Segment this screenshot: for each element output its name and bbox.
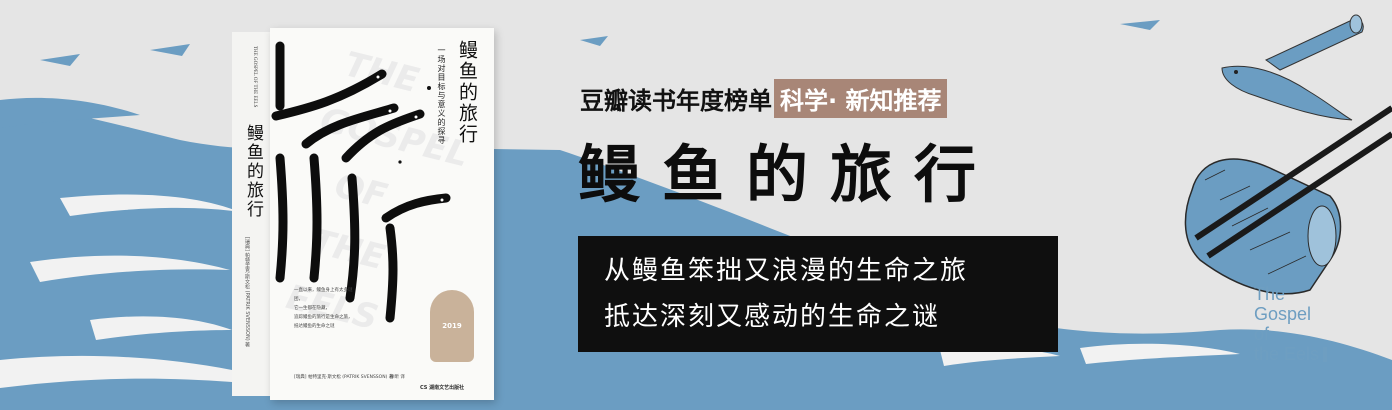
eel-illustration-icon bbox=[1221, 14, 1364, 121]
english-title-line: of bbox=[1254, 324, 1270, 344]
tagline-highlight: 科学· 新知推荐 bbox=[774, 78, 948, 118]
cover-intro-line: 抵达鳗鱼的生命之谜 bbox=[294, 324, 335, 329]
cover-watermark: THE GOSPEL OF THE EELS bbox=[271, 41, 473, 338]
blue-speck bbox=[40, 54, 80, 66]
cover-intro-line: 一直以来，鳗鱼身上有太多谜团， bbox=[294, 288, 353, 302]
book-front-cover: THE GOSPEL OF THE EELS bbox=[270, 28, 494, 400]
slogan-line-2: 抵达深刻又感动的生命之谜 bbox=[604, 302, 941, 332]
white-brush-stroke bbox=[60, 194, 240, 216]
eel-strokes-icon bbox=[271, 41, 451, 323]
cover-intro-line: 它一生都在隐藏， bbox=[294, 306, 330, 311]
award-badge: 2019 bbox=[430, 290, 474, 362]
spine-title: 鳗鱼的旅行 bbox=[243, 124, 263, 219]
cover-title: 鳗鱼的旅行 bbox=[456, 40, 478, 145]
english-title: The Gospel of the Eels bbox=[1254, 284, 1328, 364]
slogan-line-1: 从鳗鱼笨拙又浪漫的生命之旅 bbox=[604, 256, 969, 286]
cover-intro: 一直以来，鳗鱼身上有太多谜团， 它一生都在隐藏， 追踪鳗鱼的旅行是生命之旅， 抵… bbox=[294, 286, 354, 331]
white-brush-stroke bbox=[0, 355, 232, 388]
dots bbox=[382, 86, 431, 222]
blue-speck bbox=[580, 36, 608, 46]
tagline-main: 豆瓣读书年度榜单 bbox=[580, 86, 772, 115]
main-title: 鳗鱼的旅行 bbox=[578, 138, 999, 211]
chopsticks-icon bbox=[1194, 105, 1392, 259]
white-brush-stroke bbox=[90, 316, 232, 340]
blue-speck bbox=[1120, 20, 1160, 30]
slogan-box: 从鳗鱼笨拙又浪漫的生命之旅 抵达深刻又感动的生命之谜 bbox=[578, 236, 1058, 352]
english-title-line: Gospel bbox=[1254, 304, 1312, 324]
cover-translator: 徐昕 译 bbox=[390, 375, 405, 380]
blue-speck bbox=[150, 44, 190, 56]
eel-heads bbox=[376, 75, 444, 202]
cover-intro-line: 追踪鳗鱼的旅行是生命之旅， bbox=[294, 315, 353, 320]
cover-author: [瑞典] 帕特里克·斯文松 (PATRIK SVENSSON) 著 bbox=[294, 375, 394, 380]
cover-watermark-line: OF bbox=[331, 166, 391, 217]
book-spine: THE GOSPEL OF THE EELS 鳗鱼的旅行 [瑞典] 帕特里克·斯… bbox=[232, 32, 271, 396]
cover-subtitle: 一场对目标与意义的探寻 bbox=[437, 46, 446, 145]
award-year: 2019 bbox=[442, 321, 462, 330]
english-title-line: The bbox=[1254, 284, 1286, 304]
douban-tagline: 豆瓣读书年度榜单 科学· 新知推荐 bbox=[580, 78, 948, 118]
cover-publisher: CS 湖南文艺出版社 bbox=[420, 385, 465, 391]
white-brush-stroke bbox=[1080, 343, 1240, 364]
english-title-line: the Eels bbox=[1254, 344, 1320, 364]
book-cover-3d[interactable]: THE GOSPEL OF THE EELS 鳗鱼的旅行 [瑞典] 帕特里克·斯… bbox=[232, 28, 494, 400]
white-brush-stroke bbox=[30, 255, 230, 282]
spine-english-title: THE GOSPEL OF THE EELS bbox=[252, 46, 257, 108]
spine-author: [瑞典] 帕特里克·斯文松 (PATRIK SVENSSON) 著 bbox=[244, 237, 250, 348]
bar-icon bbox=[1323, 347, 1328, 362]
english-title-line-last: the Eels bbox=[1254, 344, 1328, 364]
blue-wave-left-top bbox=[0, 97, 140, 128]
